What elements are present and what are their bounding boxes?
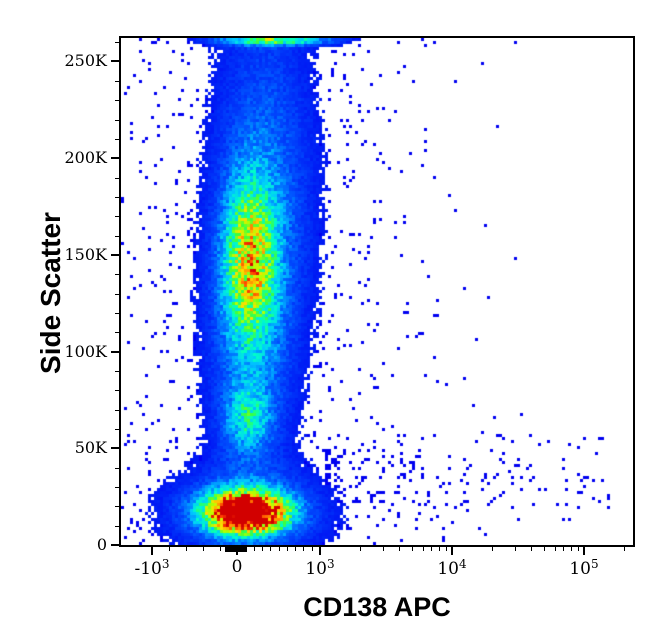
y-minor-tick: [115, 525, 119, 527]
axis-zero-pileup-marker: [224, 545, 247, 552]
x-minor-tick: [514, 547, 516, 551]
plot-frame: [119, 36, 635, 547]
x-minor-tick: [563, 547, 565, 551]
x-major-tick: [236, 547, 239, 555]
y-major-tick: [111, 60, 119, 63]
x-minor-tick: [278, 547, 280, 551]
y-minor-tick: [115, 196, 119, 198]
x-minor-tick: [270, 547, 272, 551]
y-axis-title: Side Scatter: [35, 212, 66, 374]
x-minor-tick: [623, 547, 625, 551]
x-tick-text: -10: [134, 559, 162, 579]
y-minor-tick: [115, 506, 119, 508]
x-tick-text: 10: [437, 559, 459, 579]
x-major-tick: [451, 547, 453, 555]
y-tick-label: 0: [96, 535, 107, 554]
x-minor-tick: [303, 547, 305, 551]
y-major-tick: [111, 157, 119, 160]
x-minor-tick: [445, 547, 447, 551]
x-minor-tick: [491, 547, 493, 551]
x-minor-tick: [220, 547, 222, 551]
x-tick-label: 103: [285, 557, 355, 579]
y-minor-tick: [115, 42, 119, 44]
y-tick-label: 50K: [74, 438, 107, 458]
y-minor-tick: [115, 467, 119, 469]
y-minor-tick: [115, 177, 119, 179]
x-tick-label: 105: [549, 557, 619, 579]
y-minor-tick: [115, 428, 119, 430]
x-tick-exponent: 3: [327, 557, 335, 571]
x-minor-tick: [253, 547, 255, 551]
x-tick-text: 10: [569, 559, 591, 579]
y-tick-label: 200K: [64, 148, 108, 168]
x-minor-tick: [311, 547, 313, 551]
y-major-tick: [111, 253, 119, 256]
x-minor-tick: [431, 547, 433, 551]
y-minor-tick: [115, 293, 119, 295]
y-major-tick: [111, 544, 119, 546]
x-minor-tick: [439, 547, 441, 551]
x-minor-tick: [295, 547, 297, 551]
x-major-tick: [150, 547, 153, 555]
y-minor-tick: [115, 390, 119, 392]
x-tick-exponent: 3: [161, 557, 170, 571]
x-minor-tick: [168, 547, 170, 551]
x-minor-tick: [261, 547, 263, 551]
y-minor-tick: [115, 312, 119, 314]
x-tick-label: -103: [117, 557, 187, 579]
x-major-tick: [319, 547, 321, 555]
y-tick-label: 100K: [64, 341, 108, 361]
x-tick-exponent: 4: [459, 557, 467, 571]
x-axis-title: CD138 APC: [303, 592, 451, 622]
x-tick-label: 0: [202, 557, 272, 577]
x-minor-tick: [399, 547, 401, 551]
y-major-tick: [111, 350, 119, 353]
x-tick-text: 0: [231, 557, 243, 577]
y-minor-tick: [115, 409, 119, 411]
x-minor-tick: [554, 547, 556, 551]
x-minor-tick: [531, 547, 533, 551]
y-minor-tick: [115, 370, 119, 372]
x-tick-label: 104: [417, 557, 487, 579]
x-minor-tick: [422, 547, 424, 551]
y-minor-tick: [115, 216, 119, 218]
y-minor-tick: [115, 486, 119, 488]
x-minor-tick: [577, 547, 579, 551]
x-minor-tick: [359, 547, 361, 551]
y-minor-tick: [115, 332, 119, 334]
density-canvas: [121, 38, 633, 545]
x-minor-tick: [382, 547, 384, 551]
y-minor-tick: [115, 138, 119, 140]
x-tick-exponent: 5: [591, 557, 599, 571]
x-minor-tick: [571, 547, 573, 551]
x-minor-tick: [412, 547, 414, 551]
y-tick-label: 250K: [64, 51, 108, 71]
y-minor-tick: [115, 100, 119, 102]
x-minor-tick: [203, 547, 205, 551]
x-minor-tick: [185, 547, 187, 551]
x-minor-tick: [245, 547, 247, 551]
x-tick-text: 10: [305, 559, 327, 579]
x-major-tick: [583, 547, 585, 555]
x-minor-tick: [544, 547, 546, 551]
y-minor-tick: [115, 119, 119, 121]
y-tick-label: 150K: [64, 244, 108, 264]
y-minor-tick: [115, 235, 119, 237]
x-minor-tick: [286, 547, 288, 551]
y-minor-tick: [115, 274, 119, 276]
y-minor-tick: [115, 80, 119, 82]
y-major-tick: [111, 447, 119, 450]
